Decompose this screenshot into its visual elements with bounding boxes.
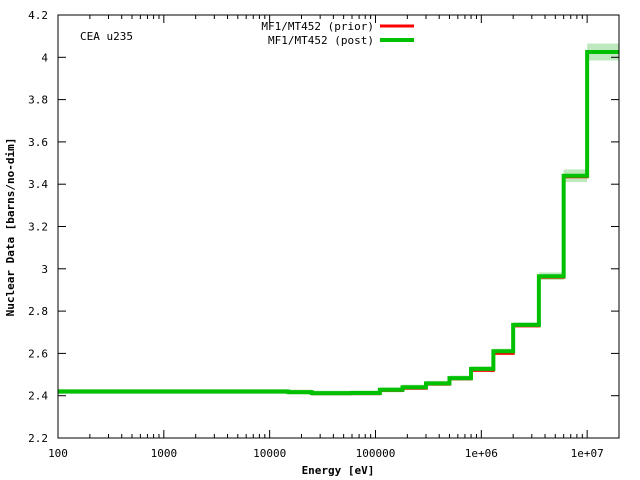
y-tick-label: 4.2 (28, 9, 48, 22)
x-tick-label: 100 (48, 447, 68, 460)
legend-label: MF1/MT452 (prior) (261, 20, 374, 33)
plot-frame (57, 14, 620, 439)
x-axis-label: Energy [eV] (302, 464, 375, 477)
y-tick-label: 2.8 (28, 305, 48, 318)
annotation-text: CEA u235 (80, 30, 133, 43)
y-tick-label: 3.6 (28, 136, 48, 149)
y-tick-label: 3.2 (28, 221, 48, 234)
y-tick-label: 3.4 (28, 178, 48, 191)
legend: MF1/MT452 (prior)MF1/MT452 (post) (261, 20, 414, 47)
series-lines (58, 50, 619, 396)
y-tick-label: 3.8 (28, 94, 48, 107)
y-tick-label: 2.4 (28, 390, 48, 403)
y-tick-label: 4 (41, 51, 48, 64)
series-line (58, 50, 619, 396)
series-line (58, 50, 619, 396)
uncertainty-bands (58, 43, 619, 396)
x-ticks: 100 1000 10000 100000 1e+06 1e+07 (48, 15, 620, 460)
x-tick-label: 1e+07 (571, 447, 604, 460)
x-tick-label: 100000 (356, 447, 396, 460)
x-tick-label: 1000 (151, 447, 178, 460)
legend-label: MF1/MT452 (post) (268, 34, 374, 47)
x-tick-label: 1e+06 (465, 447, 498, 460)
y-tick-label: 2.2 (28, 432, 48, 445)
y-ticks: 2.2 2.4 2.6 2.8 3 3.2 3.4 3.6 3.8 4 4.2 (28, 9, 619, 445)
y-tick-label: 2.6 (28, 347, 48, 360)
y-axis-label: Nuclear Data [barns/no-dim] (4, 138, 17, 317)
x-tick-label: 10000 (253, 447, 286, 460)
y-tick-label: 3 (41, 263, 48, 276)
